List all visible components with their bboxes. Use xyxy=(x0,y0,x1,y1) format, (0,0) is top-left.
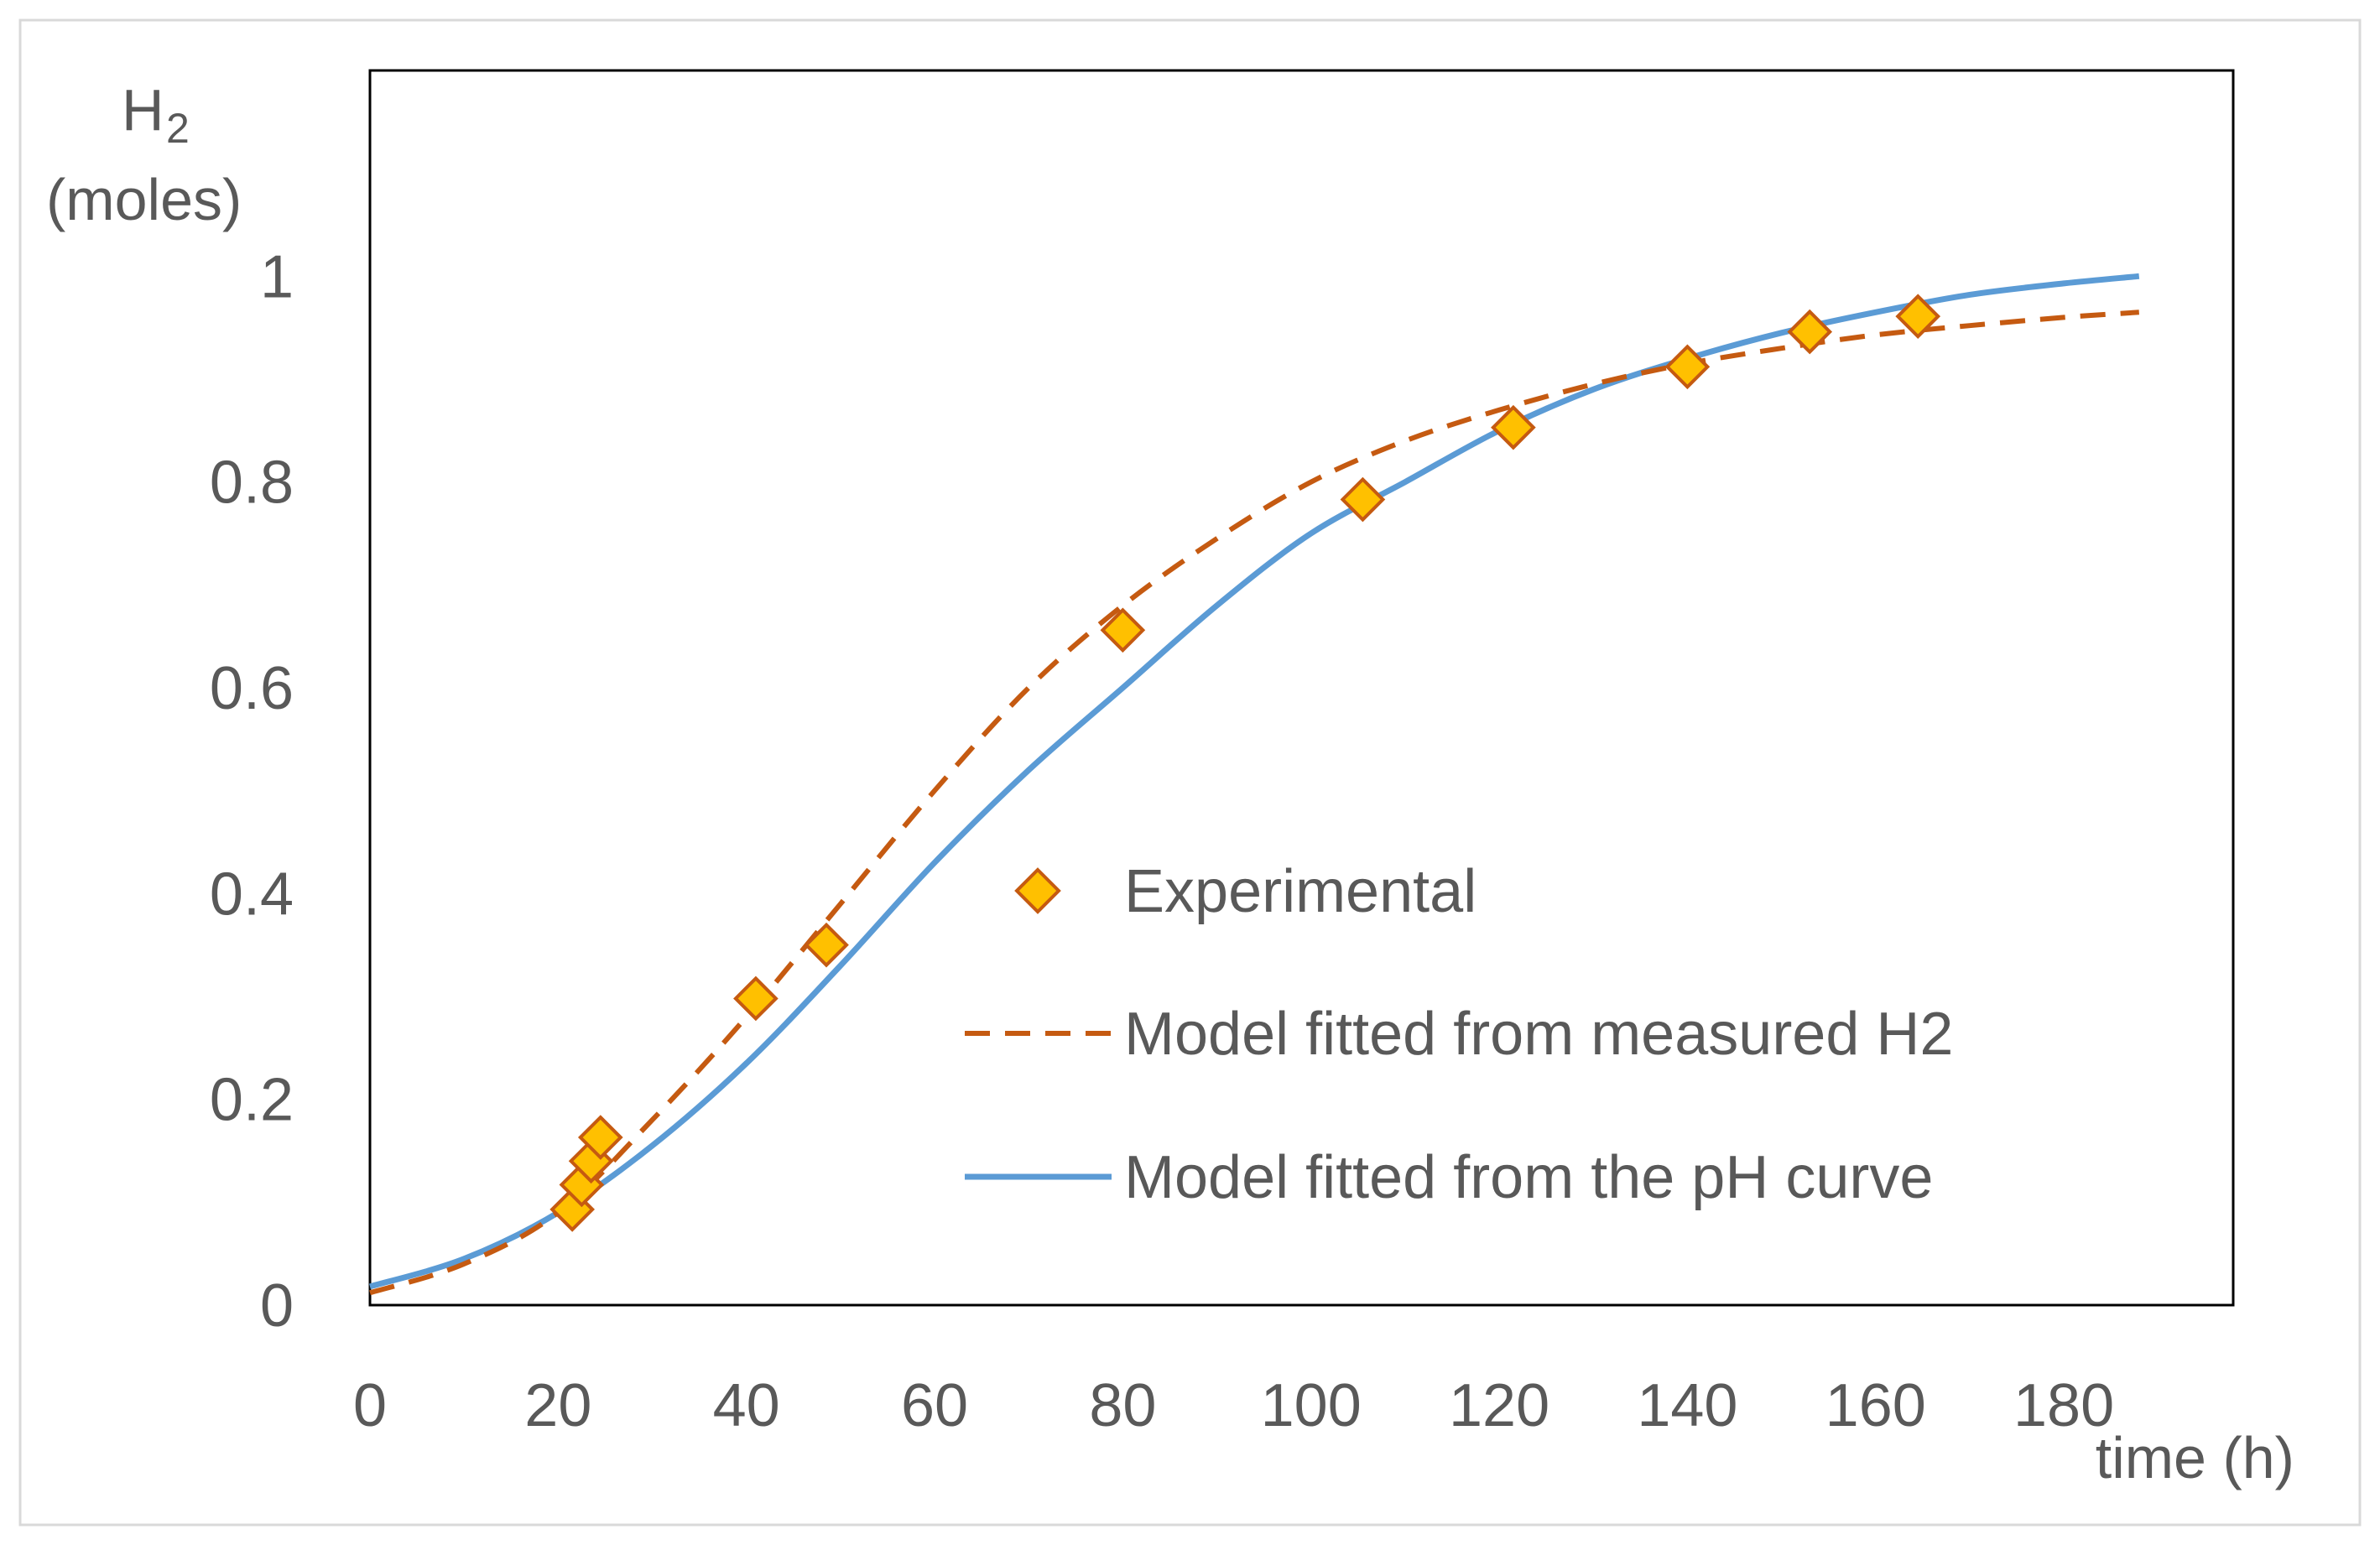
data-point-experimental xyxy=(1664,344,1711,390)
plot-area xyxy=(368,69,2235,1307)
legend-label-model-measured: Model fitted from measured H2 xyxy=(1124,1001,1953,1068)
y-tick-label: 0.4 xyxy=(210,861,294,928)
y-axis-label-subscript: 2 xyxy=(166,105,190,152)
series-line-model-measured xyxy=(369,310,2140,1296)
legend-label-model-ph: Model fitted from the pH curve xyxy=(1124,1144,1933,1211)
x-tick-label: 0 xyxy=(353,1372,387,1439)
data-point-experimental xyxy=(577,1115,623,1160)
series-line-model-ph xyxy=(369,273,2140,1290)
y-tick-label: 0.2 xyxy=(210,1067,294,1134)
data-point-experimental xyxy=(1895,294,1941,340)
data-point-experimental xyxy=(1100,607,1146,653)
x-tick-label: 140 xyxy=(1637,1372,1737,1439)
x-tick-label: 40 xyxy=(713,1372,780,1439)
x-tick-label: 160 xyxy=(1825,1372,1926,1439)
legend: Experimental Model fitted from measured … xyxy=(965,858,1953,1211)
legend-item-model-ph: Model fitted from the pH curve xyxy=(965,1144,1933,1211)
y-tick-labels: 0 0.2 0.4 0.6 0.8 1 xyxy=(210,243,294,1340)
x-axis-label: time (h) xyxy=(2096,1425,2294,1490)
legend-item-model-measured: Model fitted from measured H2 xyxy=(965,1001,1953,1068)
y-tick-label: 0 xyxy=(260,1272,294,1340)
data-point-experimental xyxy=(1340,476,1386,523)
legend-marker-experimental xyxy=(1014,867,1061,914)
data-point-experimental xyxy=(1491,404,1536,450)
y-tick-label: 1 xyxy=(260,243,294,310)
legend-label-experimental: Experimental xyxy=(1124,858,1476,925)
x-tick-label: 20 xyxy=(524,1372,591,1439)
x-tick-label: 180 xyxy=(2013,1372,2114,1439)
x-tick-label: 60 xyxy=(901,1372,968,1439)
series-layer xyxy=(369,273,2140,1296)
x-tick-labels: 0 20 40 60 80 100 120 140 160 180 xyxy=(353,1372,2114,1439)
x-tick-label: 120 xyxy=(1449,1372,1549,1439)
y-tick-label: 0.6 xyxy=(210,655,294,722)
data-point-experimental xyxy=(804,922,849,968)
x-tick-label: 80 xyxy=(1089,1372,1156,1439)
y-axis-label: H 2 (moles) xyxy=(46,77,242,232)
y-axis-label-unit: (moles) xyxy=(46,167,242,232)
x-tick-label: 100 xyxy=(1261,1372,1362,1439)
data-point-experimental xyxy=(733,975,779,1022)
legend-item-experimental: Experimental xyxy=(1014,858,1476,925)
y-tick-label: 0.8 xyxy=(210,450,294,517)
data-point-experimental xyxy=(1787,309,1833,355)
y-axis-label-main: H xyxy=(122,77,164,143)
